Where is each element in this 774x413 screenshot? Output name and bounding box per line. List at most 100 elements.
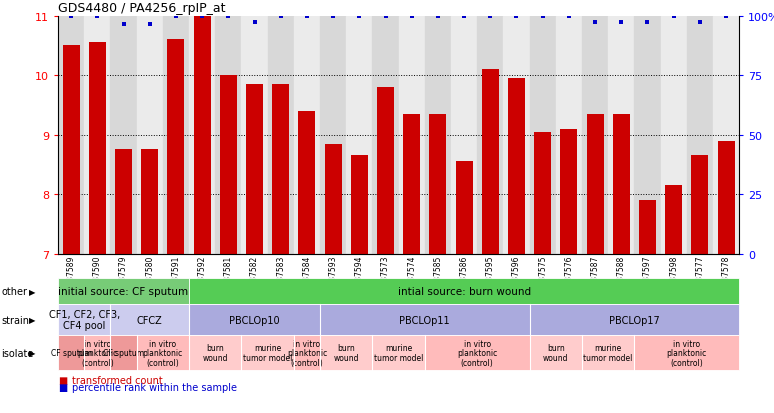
Bar [324, 144, 341, 254]
Bar [503, 17, 529, 254]
Point [379, 13, 392, 20]
Bar [399, 17, 425, 254]
Text: transformed count: transformed count [72, 375, 163, 385]
Text: ▶: ▶ [29, 349, 36, 357]
Point [536, 13, 549, 20]
Bar [137, 17, 163, 254]
Point [248, 19, 261, 26]
Bar [587, 114, 604, 254]
Text: burn
wound: burn wound [334, 344, 359, 362]
Point [510, 13, 522, 20]
Bar [687, 17, 713, 254]
Bar [215, 17, 241, 254]
Text: burn
wound: burn wound [203, 344, 228, 362]
Bar [660, 17, 687, 254]
Bar [141, 150, 158, 254]
Bar [84, 17, 111, 254]
Bar [372, 17, 399, 254]
Bar [194, 17, 211, 254]
Point [642, 19, 654, 26]
Bar [430, 114, 447, 254]
Point [615, 19, 628, 26]
Bar [613, 114, 630, 254]
Bar [691, 156, 708, 254]
Text: other: other [2, 287, 28, 297]
Text: PBCLOp10: PBCLOp10 [229, 315, 280, 325]
Bar [299, 112, 316, 254]
Text: murine
tumor model: murine tumor model [584, 344, 633, 362]
Point [484, 13, 496, 20]
Point [563, 13, 575, 20]
Text: ■: ■ [58, 375, 67, 385]
Bar [478, 17, 503, 254]
Point [275, 13, 287, 20]
Bar [63, 46, 80, 254]
Bar [713, 17, 739, 254]
Bar [529, 17, 556, 254]
Point [353, 13, 365, 20]
Bar [377, 88, 394, 254]
Text: ▶: ▶ [29, 316, 36, 324]
Bar [351, 156, 368, 254]
Bar [534, 132, 551, 254]
Text: intial source: burn wound: intial source: burn wound [398, 287, 531, 297]
Text: in vitro
planktonic
(control): in vitro planktonic (control) [77, 339, 118, 367]
Bar [508, 79, 525, 254]
Text: PBCLOp17: PBCLOp17 [609, 315, 659, 325]
Point [143, 22, 156, 29]
Bar [639, 201, 656, 254]
Text: murine
tumor model: murine tumor model [374, 344, 423, 362]
Text: murine
tumor model: murine tumor model [243, 344, 293, 362]
Bar [481, 70, 498, 254]
Text: CF1, CF2, CF3,
CF4 pool: CF1, CF2, CF3, CF4 pool [49, 309, 120, 330]
Text: in vitro
planktonic
(control): in vitro planktonic (control) [142, 339, 183, 367]
Text: in vitro
planktonic
(control): in vitro planktonic (control) [287, 339, 327, 367]
Bar [556, 17, 582, 254]
Point [406, 13, 418, 20]
Bar [403, 114, 420, 254]
Bar [241, 17, 268, 254]
Bar [220, 76, 237, 254]
Point [301, 13, 313, 20]
Bar [635, 17, 660, 254]
Point [667, 13, 680, 20]
Text: GDS4480 / PA4256_rpIP_at: GDS4480 / PA4256_rpIP_at [58, 2, 225, 15]
Point [118, 22, 130, 29]
Point [327, 13, 339, 20]
Bar [189, 17, 215, 254]
Bar [320, 17, 346, 254]
Bar [451, 17, 478, 254]
Point [458, 13, 471, 20]
Bar [560, 129, 577, 254]
Bar [582, 17, 608, 254]
Bar [717, 141, 735, 254]
Text: percentile rank within the sample: percentile rank within the sample [72, 382, 237, 392]
Bar [115, 150, 132, 254]
Bar [272, 85, 289, 254]
Bar [608, 17, 635, 254]
Text: in vitro
planktonic
(control): in vitro planktonic (control) [457, 339, 498, 367]
Bar [89, 43, 106, 254]
Text: PBCLOp11: PBCLOp11 [399, 315, 450, 325]
Bar [246, 85, 263, 254]
Text: in vitro
planktonic
(control): in vitro planktonic (control) [666, 339, 707, 367]
Text: initial source: CF sputum: initial source: CF sputum [59, 287, 189, 297]
Text: ▶: ▶ [29, 287, 36, 296]
Point [196, 13, 208, 20]
Point [432, 13, 444, 20]
Point [222, 13, 235, 20]
Bar [111, 17, 137, 254]
Bar [268, 17, 294, 254]
Bar [456, 162, 473, 254]
Point [694, 19, 706, 26]
Text: CF sputum: CF sputum [103, 349, 144, 357]
Text: burn
wound: burn wound [543, 344, 569, 362]
Text: ■: ■ [58, 382, 67, 392]
Point [91, 13, 104, 20]
Bar [167, 40, 184, 254]
Point [589, 19, 601, 26]
Bar [425, 17, 451, 254]
Point [170, 13, 182, 20]
Bar [163, 17, 189, 254]
Point [65, 13, 77, 20]
